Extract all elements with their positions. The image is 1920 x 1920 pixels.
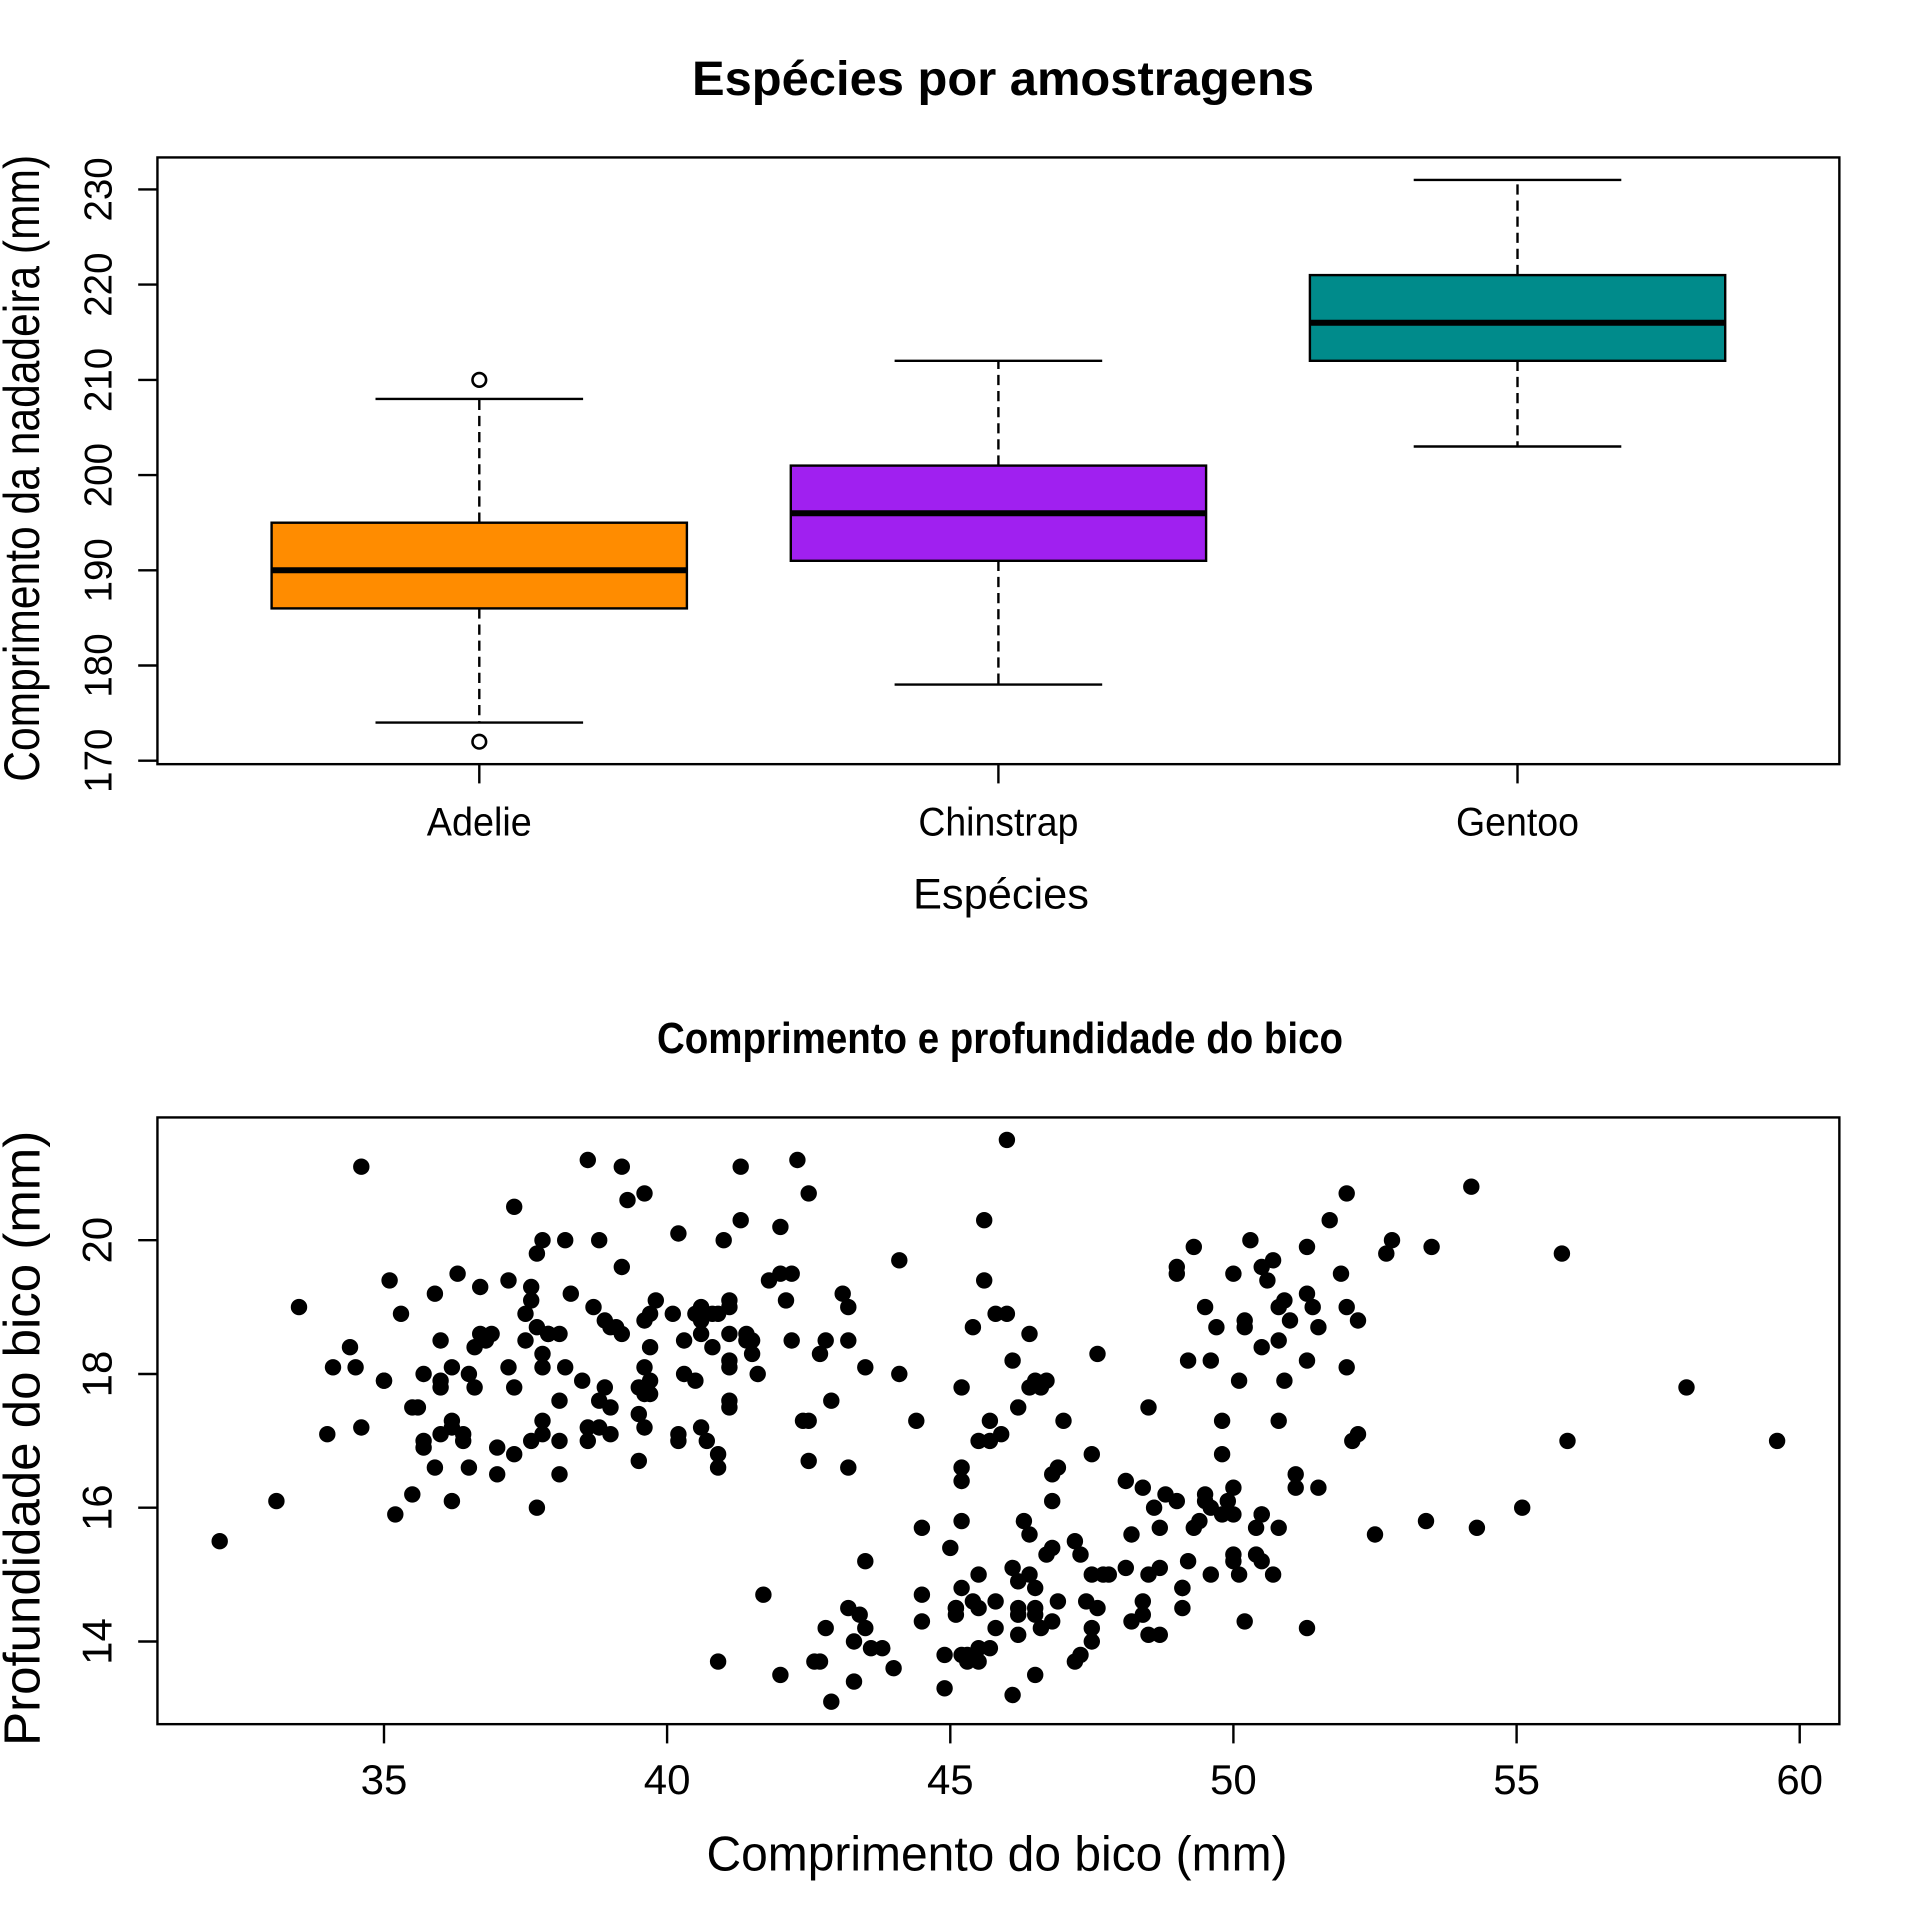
svg-text:220: 220: [78, 252, 121, 316]
svg-text:210: 210: [78, 348, 121, 412]
svg-text:Gentoo: Gentoo: [1456, 801, 1579, 845]
svg-text:18: 18: [74, 1351, 121, 1398]
svg-text:35: 35: [361, 1756, 408, 1803]
svg-text:170: 170: [78, 729, 121, 793]
svg-text:50: 50: [1210, 1756, 1257, 1803]
svg-text:Chinstrap: Chinstrap: [918, 801, 1078, 845]
svg-text:190: 190: [78, 538, 121, 602]
svg-text:Comprimento da nadadeira (mm): Comprimento da nadadeira (mm): [0, 155, 50, 782]
svg-text:60: 60: [1776, 1756, 1823, 1803]
svg-text:Comprimento e profundidade do: Comprimento e profundidade do bico: [657, 1014, 1343, 1063]
svg-text:14: 14: [74, 1618, 121, 1665]
svg-text:55: 55: [1493, 1756, 1540, 1803]
svg-text:Espécies por amostragens: Espécies por amostragens: [692, 53, 1314, 106]
svg-text:200: 200: [78, 443, 121, 507]
svg-text:16: 16: [74, 1484, 121, 1531]
svg-text:20: 20: [74, 1217, 121, 1264]
svg-text:180: 180: [78, 633, 121, 697]
svg-text:40: 40: [644, 1756, 691, 1803]
svg-text:230: 230: [78, 157, 121, 221]
svg-text:Adelie: Adelie: [427, 801, 532, 845]
svg-text:Espécies: Espécies: [913, 871, 1089, 919]
svg-text:45: 45: [927, 1756, 974, 1803]
svg-text:Profundidade do bico (mm): Profundidade do bico (mm): [0, 1131, 51, 1746]
svg-text:Comprimento do bico (mm): Comprimento do bico (mm): [707, 1828, 1288, 1882]
